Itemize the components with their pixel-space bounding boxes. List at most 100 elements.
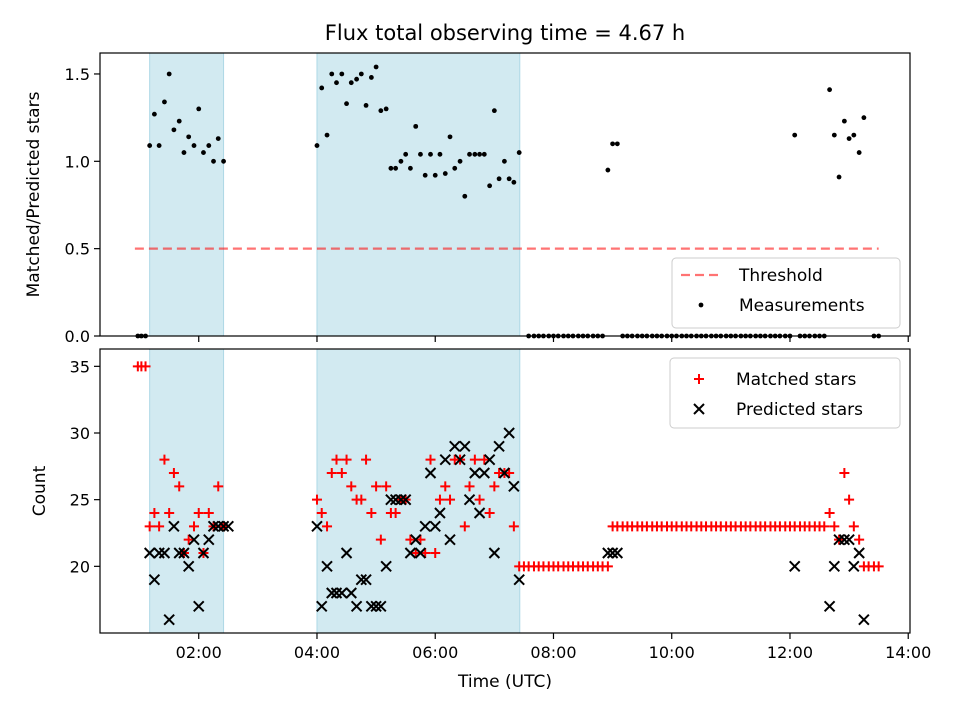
measurement-point [324,132,330,138]
measurement-point [368,75,374,80]
predicted-stars-point [459,440,471,453]
predicted-stars-point [326,587,338,599]
predicted-stars-point [203,533,215,546]
measurement-point [201,150,206,155]
predicted-stars-point [311,520,323,533]
measurement-point [151,111,157,117]
predicted-stars-point [207,520,220,533]
predicted-stars-point [858,613,870,626]
chart-title: Flux total observing time = 4.67 h [325,21,685,45]
matched-stars-point [144,521,155,532]
y-tick-label: 20 [70,557,90,576]
predicted-stars-point [395,493,407,506]
matched-stars-point [508,521,519,532]
measurement-point [614,141,620,147]
predicted-stars-point [410,533,422,546]
measurement-point [487,183,493,189]
predicted-stars-point [853,547,865,559]
measurement-point [467,151,472,157]
matched-stars-point [331,454,342,465]
predicted-stars-point [163,613,175,626]
matched-stars-point [140,361,151,372]
matched-stars-point [873,561,884,572]
predicted-stars-point [439,453,451,466]
predicted-stars-point [385,493,397,506]
measurement-point [147,143,153,148]
measurement-point [457,158,463,164]
predicted-stars-point [340,547,353,559]
predicted-stars-point [429,520,441,533]
matched-stars-point [371,481,382,492]
predicted-stars-point [321,560,333,573]
predicted-stars-point [611,547,624,559]
x-tick-label: 14:00 [885,643,931,662]
measurement-point [221,158,226,164]
y-tick-label: 1.5 [65,65,90,84]
measurement-point [851,132,857,138]
predicted-stars-point [606,547,619,559]
measurement-point [408,165,413,171]
predicted-stars-point [838,533,851,546]
matched-stars-point [203,508,214,518]
measurement-point [496,176,502,182]
predicted-stars-point [789,560,801,573]
predicted-stars-point [350,600,363,613]
measurement-point [196,106,202,112]
predicted-stars-point [444,533,456,546]
predicted-stars-point [508,480,520,493]
matched-stars-point [489,481,500,492]
predicted-stars-point [197,547,210,559]
matched-stars-point [445,494,456,505]
measurement-point [516,150,522,155]
x-tick-label: 04:00 [294,643,340,662]
predicted-stars-point [602,547,614,559]
measurement-point [856,150,862,155]
matched-stars-point [405,534,416,545]
matched-stars-point [440,481,451,492]
matched-stars-point [193,508,204,518]
measurement-point [792,132,798,138]
measurement-point [432,172,438,178]
top-panel: 0.0 0.5 1.0 1.5 Matched/Predicted stars Thres… [24,52,911,346]
matched-stars-point [164,508,175,518]
matched-stars-point [824,508,835,518]
measurement-point [171,127,177,133]
measurement-point [841,118,847,124]
predicted-stars-point [316,600,328,613]
predicted-stars-point [463,493,476,506]
measurement-point [393,165,399,171]
measurement-point [156,143,162,148]
matched-stars-point [484,508,495,518]
predicted-stars-point [843,533,855,546]
x-tick-label: 08:00 [530,643,576,662]
matched-stars-point [336,468,347,478]
measurement-point [506,176,512,182]
measurement-point [383,106,389,112]
shaded-interval [149,348,225,634]
measurement-point [437,151,443,157]
legend-measurements-swatch [698,302,704,308]
measurement-point [363,103,369,108]
y-axis-label: Matched/Predicted stars [24,91,44,297]
x-tick-label: 10:00 [649,643,695,662]
legend-box [671,257,901,329]
y-tick-label: 30 [70,424,90,443]
predicted-stars-point [823,600,836,613]
measurement-point [831,132,837,138]
matched-stars-point [168,468,179,478]
matched-stars-point [341,454,352,465]
matched-stars-point [474,494,485,505]
measurement-point [344,101,349,107]
y-tick-label: 35 [70,357,90,376]
legend-threshold-label: Threshold [738,266,823,286]
matched-stars-point [425,454,436,465]
matched-stars-point [434,494,445,505]
predicted-stars-point [848,560,860,573]
predicted-stars-point [345,587,357,599]
predicted-stars-point [355,573,368,586]
predicted-stars-point [399,493,412,506]
matched-stars-point [159,454,170,465]
measurement-point [477,151,482,157]
matched-stars-point [381,481,392,492]
matched-stars-point [189,521,200,532]
